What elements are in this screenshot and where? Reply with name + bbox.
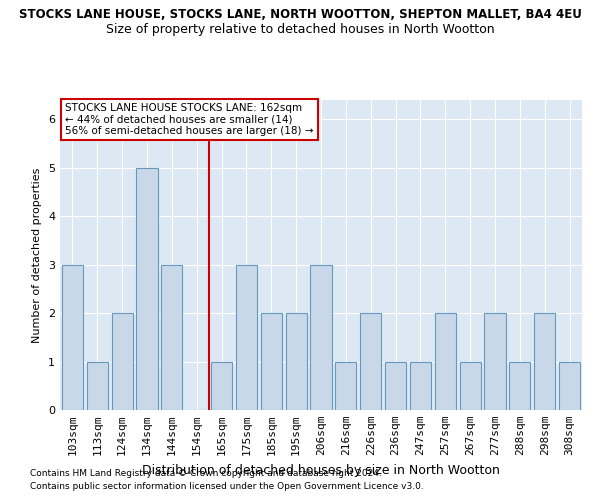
Text: Contains HM Land Registry data © Crown copyright and database right 2024.: Contains HM Land Registry data © Crown c… [30,468,382,477]
Bar [136,168,158,410]
Bar [460,362,481,410]
Bar [87,362,108,410]
Bar [112,313,133,410]
Bar [484,313,506,410]
Y-axis label: Number of detached properties: Number of detached properties [32,168,43,342]
Bar [286,313,307,410]
Bar [385,362,406,410]
Bar [335,362,356,410]
Bar [534,313,555,410]
Bar [161,264,182,410]
Bar [435,313,456,410]
Bar [62,264,83,410]
Bar [211,362,232,410]
Text: Contains public sector information licensed under the Open Government Licence v3: Contains public sector information licen… [30,482,424,491]
Bar [261,313,282,410]
Bar [509,362,530,410]
Text: Size of property relative to detached houses in North Wootton: Size of property relative to detached ho… [106,22,494,36]
Bar [236,264,257,410]
Bar [360,313,381,410]
Bar [410,362,431,410]
Bar [310,264,332,410]
Bar [559,362,580,410]
X-axis label: Distribution of detached houses by size in North Wootton: Distribution of detached houses by size … [142,464,500,476]
Text: STOCKS LANE HOUSE, STOCKS LANE, NORTH WOOTTON, SHEPTON MALLET, BA4 4EU: STOCKS LANE HOUSE, STOCKS LANE, NORTH WO… [19,8,581,20]
Text: STOCKS LANE HOUSE STOCKS LANE: 162sqm
← 44% of detached houses are smaller (14)
: STOCKS LANE HOUSE STOCKS LANE: 162sqm ← … [65,103,314,136]
